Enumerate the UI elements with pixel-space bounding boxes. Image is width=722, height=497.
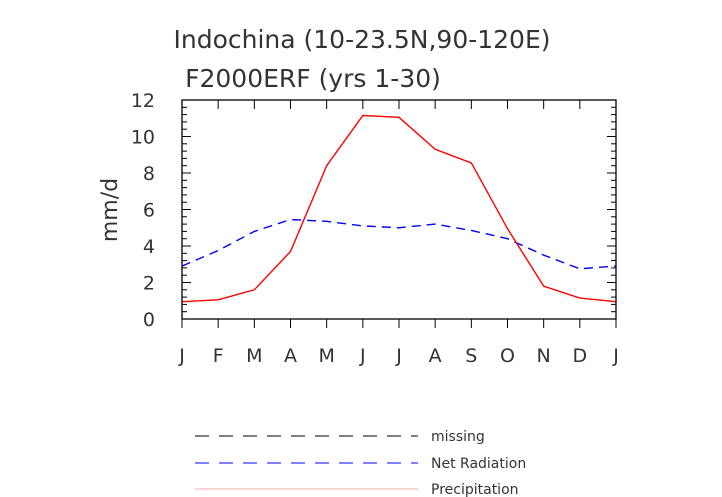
x-tick-label: D	[573, 345, 588, 367]
x-tick-label: S	[465, 345, 477, 367]
y-tick-label: 10	[131, 127, 155, 149]
y-axis-label: mm/d	[98, 178, 123, 242]
series-lines	[181, 114, 617, 303]
legend-label: Net Radiation	[431, 456, 526, 472]
chart-subtitle: F2000ERF (yrs 1-30)	[185, 64, 441, 93]
x-tick-label: J	[178, 345, 185, 367]
series-line-net-radiation	[181, 218, 617, 270]
y-tick-label: 0	[143, 309, 155, 331]
y-tick-label: 2	[143, 273, 155, 295]
legend-label: Precipitation	[431, 482, 519, 497]
legend: missing Net Radiation Precipitation	[195, 429, 526, 497]
y-tick-label: 6	[143, 200, 155, 222]
x-tick-label: J	[359, 345, 366, 367]
x-tick-label: J	[395, 345, 402, 367]
y-tick-label: 12	[131, 90, 155, 112]
x-tick-label: A	[284, 345, 297, 367]
x-tick-label: N	[537, 345, 551, 367]
y-tick-label: 4	[143, 236, 155, 258]
x-tick-label: M	[318, 345, 334, 367]
x-tick-label: J	[612, 345, 619, 367]
x-tick-label: A	[429, 345, 442, 367]
plot-frame	[181, 99, 617, 320]
y-tick-label: 8	[143, 163, 155, 185]
axes	[181, 99, 617, 328]
x-tick-label: O	[500, 345, 515, 367]
series-line-precipitation	[181, 114, 617, 303]
legend-label: missing	[431, 429, 485, 445]
x-tick-label: M	[246, 345, 262, 367]
chart-title: Indochina (10-23.5N,90-120E)	[173, 25, 550, 54]
x-tick-label: F	[213, 345, 224, 367]
